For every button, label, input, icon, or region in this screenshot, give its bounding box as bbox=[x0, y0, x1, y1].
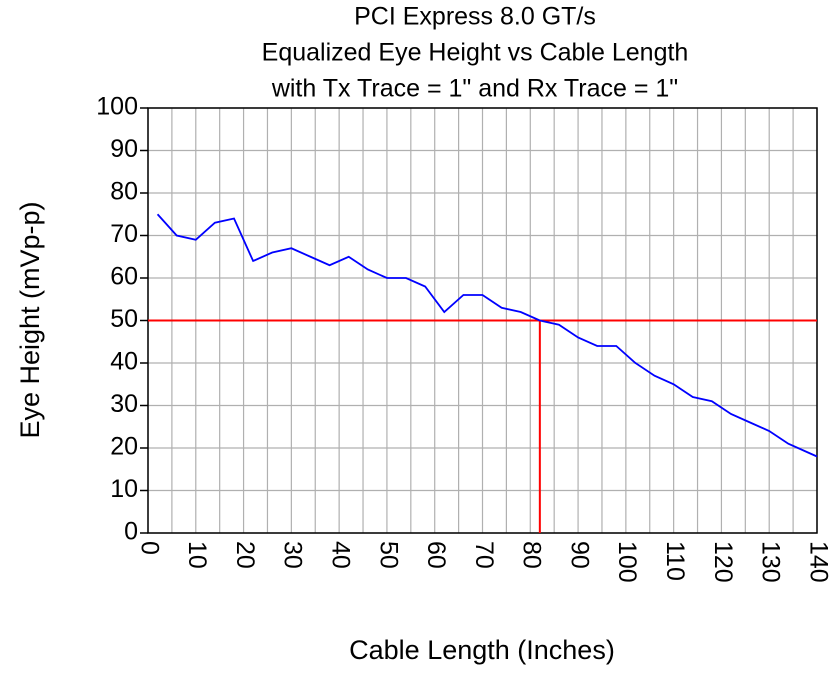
x-tick-label: 80 bbox=[518, 541, 546, 569]
y-tick-label: 80 bbox=[110, 178, 138, 206]
y-tick-label: 90 bbox=[110, 135, 138, 163]
y-tick-label: 60 bbox=[110, 263, 138, 291]
y-tick-label: 50 bbox=[110, 305, 138, 333]
y-tick-label: 0 bbox=[124, 518, 138, 546]
y-tick-label: 100 bbox=[96, 93, 138, 121]
chart-title: Equalized Eye Height vs Cable Length bbox=[262, 39, 689, 67]
x-tick-label: 100 bbox=[613, 541, 641, 583]
x-tick-label: 10 bbox=[183, 541, 211, 569]
data-line bbox=[156, 213, 818, 458]
x-tick-label: 20 bbox=[231, 541, 259, 569]
x-tick-label: 50 bbox=[374, 541, 402, 569]
y-tick-label: 10 bbox=[110, 475, 138, 503]
x-tick-label: 110 bbox=[661, 541, 689, 581]
y-tick-label: 30 bbox=[110, 390, 138, 418]
x-tick-label: 140 bbox=[804, 541, 832, 583]
x-tick-label: 120 bbox=[709, 541, 737, 583]
y-tick-label: 40 bbox=[110, 348, 138, 376]
y-tick-label: 20 bbox=[110, 433, 138, 461]
x-tick-label: 0 bbox=[135, 541, 163, 555]
chart-title: with Tx Trace = 1" and Rx Trace = 1" bbox=[271, 75, 678, 103]
y-tick-label: 70 bbox=[110, 220, 138, 248]
y-axis-label: Eye Height (mVp-p) bbox=[15, 201, 45, 438]
x-tick-label: 30 bbox=[279, 541, 307, 569]
x-tick-label: 130 bbox=[757, 541, 785, 583]
x-tick-label: 70 bbox=[470, 541, 498, 569]
x-tick-label: 60 bbox=[422, 541, 450, 569]
x-tick-label: 90 bbox=[565, 541, 593, 569]
chart-title: PCI Express 8.0 GT/s bbox=[354, 3, 596, 31]
x-tick-label: 40 bbox=[327, 541, 355, 569]
x-axis-label: Cable Length (Inches) bbox=[349, 635, 615, 665]
